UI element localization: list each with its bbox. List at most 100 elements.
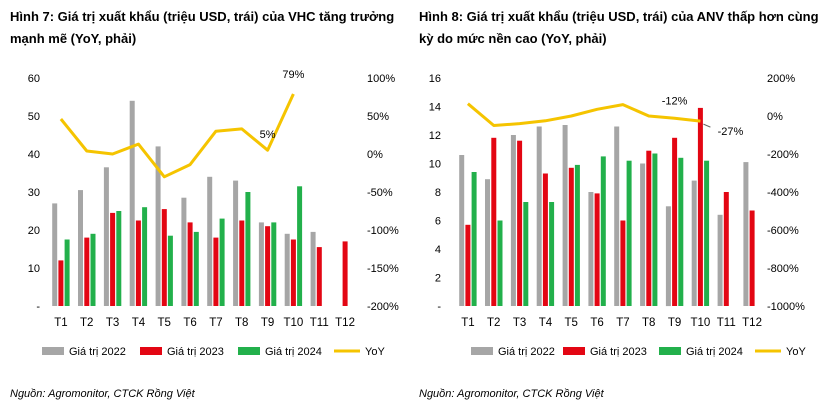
legend-swatch — [42, 347, 64, 355]
y-tick-label: 12 — [429, 130, 441, 142]
x-tick-label: T12 — [335, 317, 355, 329]
bar-2022 — [129, 100, 135, 306]
y2-tick-label: -600% — [767, 225, 799, 237]
y-tick-label: 10 — [28, 263, 40, 275]
bar-2022 — [717, 214, 723, 306]
bar-2023 — [517, 140, 523, 306]
bar-2024 — [297, 186, 303, 306]
bar-2023 — [542, 173, 548, 306]
bar-2024 — [471, 172, 477, 306]
bar-2023 — [723, 192, 729, 306]
x-tick-label: T11 — [310, 317, 329, 329]
y-tick-label: 14 — [429, 102, 441, 114]
bar-2023 — [239, 220, 245, 306]
x-tick-label: T8 — [235, 317, 248, 329]
bar-2024 — [142, 207, 148, 306]
bar-2022 — [310, 231, 316, 306]
chart-source: Nguồn: Agromonitor, CTCK Rồng Việt — [10, 388, 195, 400]
y-tick-label: 50 — [28, 111, 40, 123]
legend-label: Giá trị 2024 — [265, 346, 322, 358]
bar-2024 — [245, 192, 251, 306]
bar-2022 — [665, 206, 671, 307]
yoy-annotation: -27% — [718, 126, 744, 138]
bar-2023 — [316, 247, 322, 306]
y2-tick-label: -200% — [367, 301, 399, 313]
bar-2022 — [103, 167, 109, 306]
bar-2024 — [116, 211, 122, 306]
y-tick-label: 4 — [435, 244, 441, 256]
bar-2024 — [90, 233, 96, 306]
bar-2022 — [510, 135, 516, 306]
x-tick-label: T9 — [668, 317, 681, 329]
bar-2023 — [594, 193, 600, 306]
bar-2023 — [491, 137, 497, 306]
bar-2022 — [233, 180, 239, 306]
y2-tick-label: 0% — [367, 149, 383, 161]
x-tick-label: T4 — [132, 317, 146, 329]
y2-tick-label: -200% — [767, 149, 799, 161]
bar-2022 — [258, 222, 264, 306]
y-tick-label: 6 — [435, 216, 441, 228]
bar-2022 — [181, 197, 187, 306]
y-tick-label: 2 — [435, 273, 441, 285]
bar-2024 — [193, 231, 199, 306]
y-tick-label: - — [36, 301, 40, 313]
bar-2023 — [568, 167, 574, 306]
bar-2024 — [219, 218, 225, 306]
x-tick-label: T8 — [642, 317, 655, 329]
bar-2023 — [697, 107, 703, 307]
bar-2022 — [588, 192, 594, 306]
bar-2024 — [626, 160, 632, 306]
x-tick-label: T10 — [284, 317, 304, 329]
yoy-line — [59, 93, 295, 179]
x-tick-label: T1 — [461, 317, 474, 329]
bar-2023 — [465, 224, 471, 306]
bar-2022 — [614, 126, 620, 306]
y-tick-label: 20 — [28, 225, 40, 237]
legend-label: YoY — [365, 346, 385, 358]
yoy-line — [466, 102, 701, 127]
legend-swatch — [471, 347, 493, 355]
chart-title: Hình 8: Giá trị xuất khẩu (triệu USD, tr… — [419, 9, 819, 46]
chart-panel-vhc: Hình 7: Giá trị xuất khẩu (triệu USD, tr… — [10, 9, 399, 400]
x-tick-label: T5 — [565, 317, 578, 329]
y2-tick-label: 0% — [767, 111, 783, 123]
y2-tick-label: -400% — [767, 187, 799, 199]
chart-vhc: - 10 20 30 40 50 60 -200% -150% -100% -50% 0% 50% 100… — [28, 69, 399, 358]
yoy-annotation: -12% — [662, 95, 688, 107]
y-tick-label: 16 — [429, 73, 441, 85]
legend-swatch — [659, 347, 681, 355]
bar-2022 — [691, 180, 697, 306]
bar-2022 — [743, 162, 749, 306]
bar-2023 — [342, 241, 348, 306]
y2-tick-label: 100% — [367, 73, 395, 85]
x-tick-label: T7 — [209, 317, 222, 329]
y-tick-label: 30 — [28, 187, 40, 199]
bar-2023 — [187, 222, 193, 306]
bar-2023 — [84, 237, 90, 306]
legend-label: Giá trị 2022 — [498, 346, 555, 358]
bar-2022 — [52, 203, 58, 306]
bar-2024 — [271, 222, 277, 306]
y2-tick-label: -100% — [367, 225, 399, 237]
bar-2024 — [497, 220, 503, 306]
bar-2022 — [284, 233, 290, 306]
x-tick-label: T11 — [717, 317, 736, 329]
y2-tick-label: -150% — [367, 263, 399, 275]
yoy-annotation: 5% — [260, 129, 276, 141]
x-tick-label: T10 — [691, 317, 711, 329]
bar-2023 — [135, 220, 141, 306]
y-tick-label: - — [437, 301, 441, 313]
legend-swatch — [140, 347, 162, 355]
bar-2024 — [704, 160, 710, 306]
y2-tick-label: 50% — [367, 111, 389, 123]
y-tick-label: 60 — [28, 73, 40, 85]
chart-panel-anv: Hình 8: Giá trị xuất khẩu (triệu USD, tr… — [415, 0, 830, 413]
annotation-leader — [703, 123, 711, 128]
bar-2023 — [290, 239, 296, 306]
bar-2022 — [78, 190, 83, 306]
bar-2024 — [574, 164, 580, 306]
bar-2024 — [64, 239, 70, 306]
bar-2023 — [620, 220, 626, 306]
bar-2022 — [207, 176, 213, 306]
